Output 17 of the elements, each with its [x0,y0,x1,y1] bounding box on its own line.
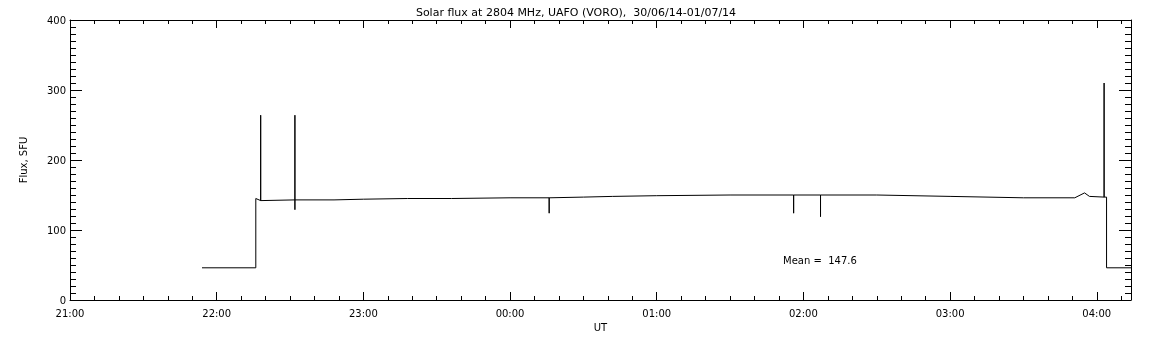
chart-title: Solar flux at 2804 MHz, UAFO (VORO), 30/06/14-01/07/14 [415,6,737,19]
y-axis-title: Flux, SFU [17,136,29,184]
x-axis-title: UT [593,322,609,334]
x-tick-label: 04:00 [1082,307,1112,319]
y-tick-label: 400 [46,14,66,26]
y-tick-label: 300 [46,84,66,96]
x-tick-label: 23:00 [348,307,378,319]
y-tick-label: 200 [46,154,66,166]
x-tick-label: 00:00 [495,307,525,319]
y-tick-label: 100 [46,224,66,236]
x-tick-label: 02:00 [789,307,818,319]
x-tick-label: 03:00 [935,307,965,319]
y-tick-label: 0 [59,294,66,306]
annotation: Mean = 147.6 [783,254,857,266]
x-tick-label: 01:00 [642,307,672,319]
x-tick-label: 21:00 [55,307,85,319]
x-tick-label: 22:00 [202,307,232,319]
